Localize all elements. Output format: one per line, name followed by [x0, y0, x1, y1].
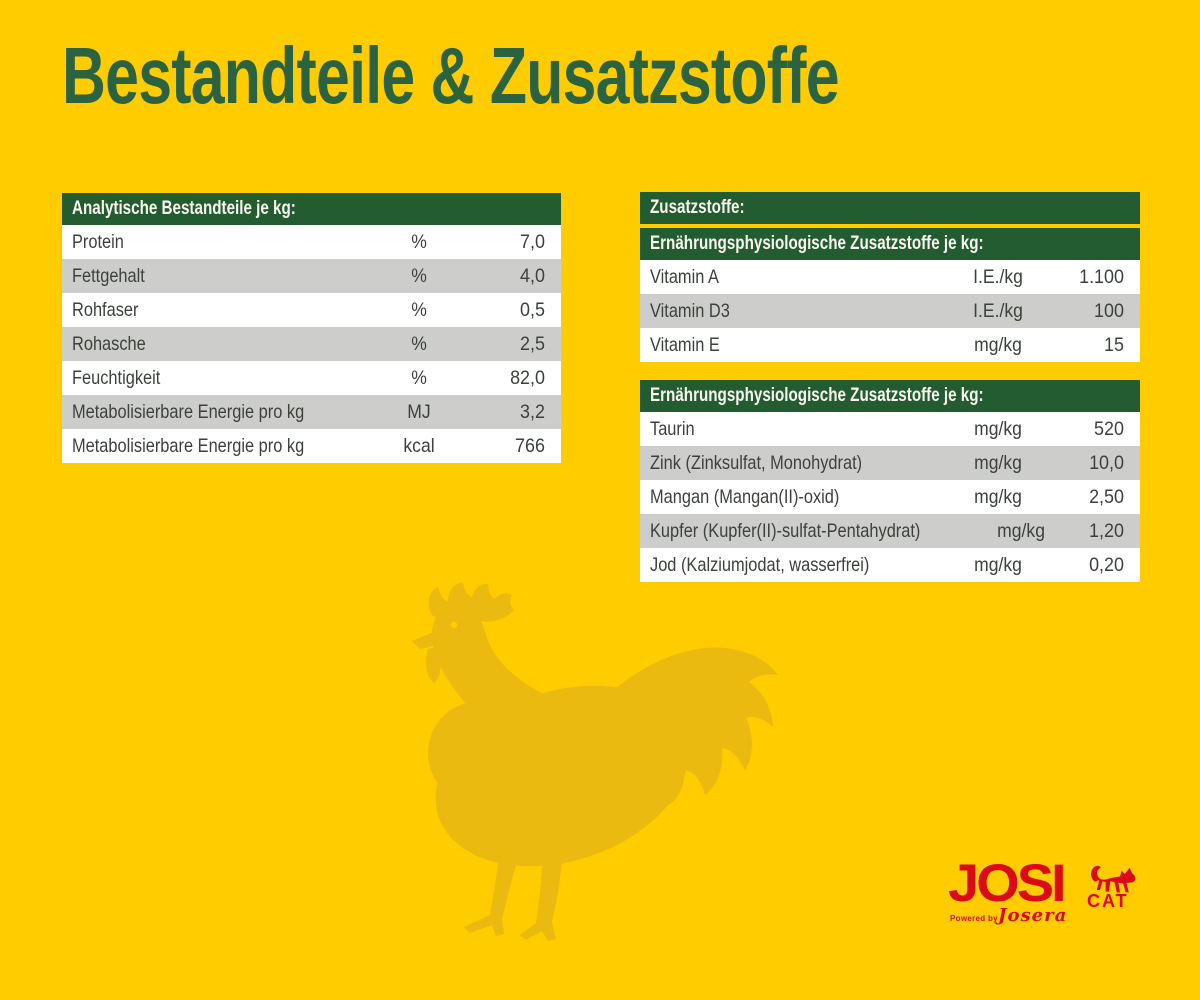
additives-header: Zusatzstoffe:: [640, 192, 1140, 224]
company-name: Josera: [998, 905, 1068, 926]
brand-subname: CAT: [1087, 891, 1129, 911]
table-row: Protein % 7,0: [62, 225, 561, 259]
cat-icon: [1090, 865, 1136, 893]
table-rows: Vitamin A I.E./kg 1.100 Vitamin D3 I.E./…: [640, 260, 1140, 362]
row-unit: %: [411, 332, 427, 355]
nutritional-additives-table-2: Ernährungsphysiologische Zusatzstoffe je…: [640, 380, 1140, 582]
table-row: Taurin mg/kg 520: [640, 412, 1140, 446]
row-unit: %: [411, 366, 427, 389]
table-row: Metabolisierbare Energie pro kg kcal 766: [62, 429, 561, 463]
table-header: Ernährungsphysiologische Zusatzstoffe je…: [640, 380, 1140, 412]
row-label: Vitamin D3: [650, 299, 730, 322]
row-label: Mangan (Mangan(II)-oxid): [650, 485, 840, 508]
row-label: Feuchtigkeit: [72, 366, 161, 389]
row-label: Zink (Zinksulfat, Monohydrat): [650, 451, 863, 474]
row-value: 1,20: [1089, 519, 1124, 542]
page-title-text: Bestandteile & Zusatzstoffe: [62, 31, 840, 120]
table-row: Rohasche % 2,5: [62, 327, 561, 361]
row-value: 82,0: [510, 366, 545, 389]
additives-header-label: Zusatzstoffe:: [650, 197, 745, 218]
analytical-constituents-table: Analytische Bestandteile je kg: Protein …: [62, 193, 561, 463]
rooster-icon: [412, 582, 778, 941]
row-unit: mg/kg: [974, 333, 1022, 356]
table-row: Rohfaser % 0,5: [62, 293, 561, 327]
row-label: Vitamin A: [650, 265, 719, 288]
row-value: 100: [1094, 299, 1124, 322]
table-row: Vitamin D3 I.E./kg 100: [640, 294, 1140, 328]
row-label: Protein: [72, 230, 124, 253]
row-value: 7,0: [520, 230, 545, 253]
table-row: Kupfer (Kupfer(II)-sulfat-Pentahydrat) m…: [640, 514, 1140, 548]
row-value: 1.100: [1079, 265, 1124, 288]
table-row: Mangan (Mangan(II)-oxid) mg/kg 2,50: [640, 480, 1140, 514]
row-label: Rohasche: [72, 332, 146, 355]
row-unit: mg/kg: [974, 451, 1022, 474]
row-value: 10,0: [1089, 451, 1124, 474]
row-value: 15: [1104, 333, 1124, 356]
brand-name: JOSI: [948, 852, 1067, 913]
row-value: 0,5: [520, 298, 545, 321]
row-unit: I.E./kg: [973, 265, 1023, 288]
row-label: Kupfer (Kupfer(II)-sulfat-Pentahydrat): [650, 519, 921, 542]
row-value: 0,20: [1089, 553, 1124, 576]
rooster-eye: [450, 621, 458, 629]
table-row: Jod (Kalziumjodat, wasserfrei) mg/kg 0,2…: [640, 548, 1140, 582]
row-label: Fettgehalt: [72, 264, 145, 287]
table-row: Zink (Zinksulfat, Monohydrat) mg/kg 10,0: [640, 446, 1140, 480]
row-unit: mg/kg: [997, 519, 1045, 542]
nutritional-additives-table-1: Ernährungsphysiologische Zusatzstoffe je…: [640, 228, 1140, 362]
table-row: Feuchtigkeit % 82,0: [62, 361, 561, 395]
row-value: 766: [515, 434, 545, 457]
row-unit: I.E./kg: [973, 299, 1023, 322]
row-unit: MJ: [407, 400, 431, 423]
powered-by-label: Powered by: [950, 914, 998, 923]
row-value: 3,2: [520, 400, 545, 423]
brand-logo: JOSI CAT Powered by Josera: [948, 852, 1178, 936]
row-value: 520: [1094, 417, 1124, 440]
row-label: Jod (Kalziumjodat, wasserfrei): [650, 553, 870, 576]
table-header-label: Ernährungsphysiologische Zusatzstoffe je…: [650, 385, 984, 406]
row-unit: mg/kg: [974, 417, 1022, 440]
table-row: Metabolisierbare Energie pro kg MJ 3,2: [62, 395, 561, 429]
row-value: 2,50: [1089, 485, 1124, 508]
table-row: Vitamin E mg/kg 15: [640, 328, 1140, 362]
table-rows: Taurin mg/kg 520 Zink (Zinksulfat, Monoh…: [640, 412, 1140, 582]
table-header: Analytische Bestandteile je kg:: [62, 193, 561, 225]
row-unit: %: [411, 298, 427, 321]
additives-section: Zusatzstoffe: Ernährungsphysiologische Z…: [640, 192, 1140, 582]
row-label: Metabolisierbare Energie pro kg: [72, 400, 305, 423]
row-unit: %: [411, 230, 427, 253]
row-label: Vitamin E: [650, 333, 720, 356]
row-value: 4,0: [520, 264, 545, 287]
table-rows: Protein % 7,0 Fettgehalt % 4,0 Rohfaser …: [62, 225, 561, 463]
row-unit: mg/kg: [974, 485, 1022, 508]
row-unit: %: [411, 264, 427, 287]
row-label: Taurin: [650, 417, 695, 440]
table-row: Vitamin A I.E./kg 1.100: [640, 260, 1140, 294]
row-value: 2,5: [520, 332, 545, 355]
row-label: Rohfaser: [72, 298, 139, 321]
table-header: Ernährungsphysiologische Zusatzstoffe je…: [640, 228, 1140, 260]
row-unit: mg/kg: [974, 553, 1022, 576]
table-row: Fettgehalt % 4,0: [62, 259, 561, 293]
row-label: Metabolisierbare Energie pro kg: [72, 434, 305, 457]
row-unit: kcal: [403, 434, 435, 457]
table-header-label: Analytische Bestandteile je kg:: [72, 198, 296, 219]
page-title: Bestandteile & Zusatzstoffe: [62, 31, 1084, 124]
table-header-label: Ernährungsphysiologische Zusatzstoffe je…: [650, 233, 984, 254]
